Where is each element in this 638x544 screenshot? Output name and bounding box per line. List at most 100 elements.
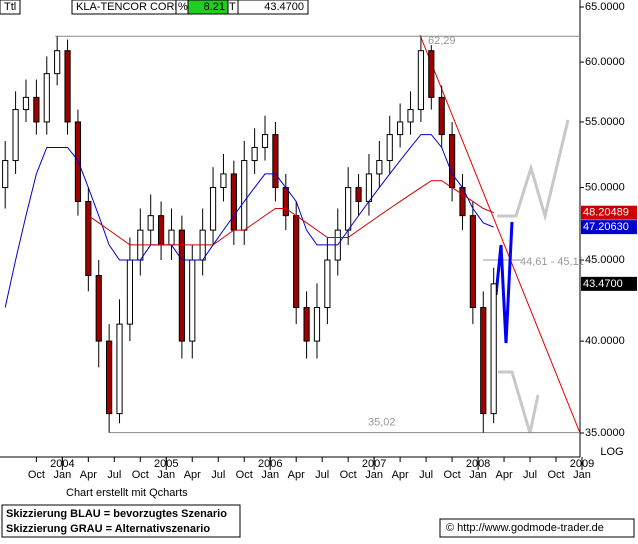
- candle-body: [64, 50, 71, 123]
- candle-body: [230, 173, 237, 231]
- x-tick-label: Jan: [53, 469, 71, 481]
- candle-body: [293, 215, 300, 309]
- candle-body: [428, 50, 435, 98]
- header-last-tag: T: [229, 1, 236, 13]
- zone-annotation: 44,61 - 45,11: [520, 256, 584, 268]
- header-unit: %: [178, 1, 188, 13]
- x-tick-label: Jul: [211, 469, 225, 481]
- header-box: [0, 0, 21, 15]
- x-tick-label: Apr: [184, 469, 201, 481]
- source-box: [439, 518, 635, 538]
- header-change: 8.21: [204, 1, 225, 13]
- preferred-scenario: [494, 221, 514, 344]
- x-tick-label: Oct: [547, 469, 564, 481]
- candle-body: [355, 187, 362, 202]
- candle-body: [178, 229, 185, 342]
- candle-body: [480, 307, 487, 415]
- candle-body: [12, 109, 19, 162]
- candle-body: [241, 160, 248, 231]
- y-tick-label: 35.0000: [585, 427, 625, 439]
- candle-body: [85, 200, 92, 277]
- year-label: 2008: [466, 458, 490, 470]
- candle-body: [282, 187, 289, 217]
- year-label: 2006: [258, 458, 282, 470]
- y-tick-label: 50.0000: [585, 181, 625, 193]
- candle-body: [448, 134, 456, 189]
- header-box: [237, 0, 309, 15]
- legend-box: [1, 504, 241, 538]
- x-tick-label: Apr: [495, 469, 512, 481]
- candle-body: [54, 50, 61, 75]
- candle-body: [43, 73, 50, 123]
- value-tag-label: 47.20630: [583, 221, 629, 233]
- y-tick-label: 45.0000: [585, 254, 625, 266]
- candle-body: [95, 275, 102, 342]
- candle-body: [220, 173, 227, 189]
- x-tick-label: Oct: [236, 469, 253, 481]
- candle-body: [397, 121, 404, 136]
- candle-body: [490, 283, 497, 415]
- y-tick-label: 60.0000: [585, 56, 625, 68]
- candle-body: [251, 146, 258, 162]
- value-tag-label: 43.4700: [583, 278, 623, 290]
- value-tag: [581, 220, 637, 235]
- x-tick-label: Oct: [28, 469, 45, 481]
- candle-body: [147, 215, 154, 231]
- candle-body: [157, 215, 165, 246]
- candle-body: [2, 160, 9, 189]
- candle-body: [303, 307, 310, 342]
- x-tick-label: Jan: [365, 469, 383, 481]
- candle-body: [313, 307, 321, 342]
- year-label: 2007: [362, 458, 386, 470]
- high-annotation: 62,29: [428, 35, 456, 47]
- candle-body: [407, 109, 414, 123]
- x-tick-label: Oct: [444, 469, 461, 481]
- header-tag: Ttl: [4, 1, 16, 13]
- legend-line: Skizzierung BLAU = bevorzugtes Szenario: [6, 508, 227, 520]
- line-series: [4, 134, 494, 308]
- year-label: 2005: [154, 458, 178, 470]
- candle-body: [116, 323, 123, 415]
- value-tag: [581, 276, 637, 291]
- annotation-layer: [0, 0, 581, 458]
- year-label: 2004: [50, 458, 74, 470]
- x-tick-label: Oct: [340, 469, 357, 481]
- candle-body: [168, 229, 175, 246]
- candle-body: [365, 173, 373, 202]
- candle-body: [386, 134, 393, 162]
- candle-body: [469, 215, 476, 309]
- alt-scenario: [497, 119, 570, 222]
- legend-line: Skizzierung GRAU = Alternativszenario: [6, 523, 210, 535]
- scale-label: LOG: [600, 446, 623, 458]
- candle-body: [33, 96, 40, 123]
- header: Ttl KLA-TENCOR CORP % 8.21 T 43.4700: [0, 0, 309, 15]
- x-tick-label: Jul: [107, 469, 121, 481]
- trend-line: [419, 34, 581, 434]
- x-tick-label: Oct: [132, 469, 149, 481]
- candle-body: [22, 96, 30, 111]
- source[interactable]: © http://www.godmode-trader.de: [446, 522, 604, 534]
- candle-body: [324, 259, 331, 309]
- x-tick-label: Jul: [315, 469, 329, 481]
- alt-scenario: [498, 370, 540, 434]
- candle-body: [126, 259, 134, 325]
- value-tag: [581, 205, 637, 220]
- header-last: 43.4700: [264, 1, 304, 13]
- x-tick-label: Apr: [288, 469, 305, 481]
- x-tick-label: Apr: [392, 469, 409, 481]
- x-tick-label: Jan: [573, 469, 591, 481]
- candle-body: [438, 96, 445, 136]
- candle-body: [376, 160, 383, 175]
- candle-body: [261, 134, 269, 148]
- line-series: [88, 180, 494, 246]
- x-tick-label: Jul: [419, 469, 433, 481]
- x-tick-label: Jul: [523, 469, 537, 481]
- x-tick-label: Jan: [157, 469, 175, 481]
- year-label: 2009: [570, 458, 594, 470]
- x-tick-label: Apr: [80, 469, 97, 481]
- candle-body: [272, 134, 279, 189]
- candle-body: [106, 340, 113, 415]
- candle-body: [417, 50, 425, 111]
- candle-body: [345, 187, 352, 231]
